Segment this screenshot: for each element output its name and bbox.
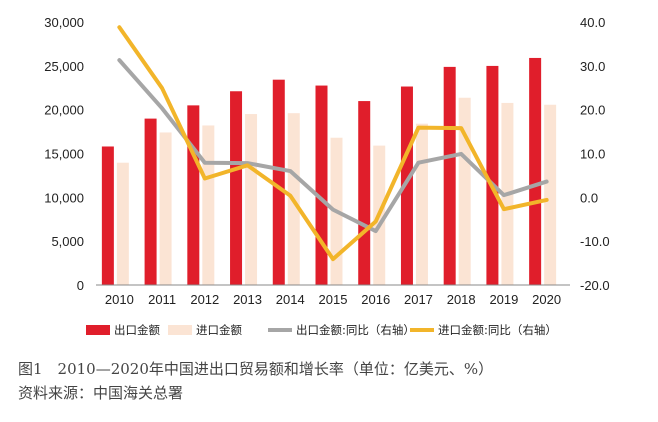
export-bar: [230, 91, 243, 285]
line-series: [117, 25, 549, 262]
x-tick-label: 2020: [532, 292, 561, 307]
left-axis: 0 5,000 10,000 15,000 20,000 25,000 30,000: [44, 15, 84, 293]
x-tick-label: 2019: [489, 292, 518, 307]
import-bar: [245, 114, 258, 285]
trade-chart: 0 5,000 10,000 15,000 20,000 25,000 30,000 -20…: [44, 15, 610, 337]
x-tick-label: 2013: [233, 292, 262, 307]
x-tick-label: 2015: [319, 292, 348, 307]
left-tick-label: 10,000: [44, 190, 84, 205]
right-tick-label: 20.0: [580, 103, 605, 118]
left-tick-label: 0: [77, 278, 84, 293]
right-tick-label: 40.0: [580, 15, 605, 30]
export-bar: [144, 118, 157, 285]
right-tick-label: 30.0: [580, 59, 605, 74]
legend-label: 进口金额: [196, 323, 242, 337]
export-bar: [443, 66, 456, 285]
export-bar: [358, 101, 371, 285]
x-tick-label: 2010: [105, 292, 134, 307]
right-tick-label: 10.0: [580, 147, 605, 162]
x-tick-label: 2017: [404, 292, 433, 307]
import-bar: [458, 97, 471, 285]
x-tick-label: 2012: [190, 292, 219, 307]
left-tick-label: 20,000: [44, 103, 84, 118]
export-bar: [315, 85, 328, 285]
legend-label: 出口金额: [114, 323, 160, 337]
import-bar: [202, 125, 215, 286]
export-bar: [272, 79, 285, 286]
right-tick-label: -20.0: [580, 278, 610, 293]
legend-label: 进口金额:同比（右轴）: [438, 323, 557, 337]
figure-caption: 图1 2010—2020年中国进出口贸易额和增长率（单位：亿美元、%）: [18, 360, 494, 378]
x-axis: 2010 2011 2012 2013 2014 2015 2016 2017 2018 2019…: [105, 292, 561, 307]
x-tick-label: 2011: [148, 292, 176, 307]
left-tick-label: 30,000: [44, 15, 84, 30]
export-bar: [400, 86, 413, 285]
export-bar: [187, 105, 200, 285]
left-tick-label: 15,000: [44, 147, 84, 162]
right-tick-label: -10.0: [580, 234, 610, 249]
x-tick-label: 2018: [447, 292, 476, 307]
right-axis: -20.0 -10.0 0.0 10.0 20.0 30.0 40.0: [580, 15, 610, 293]
left-tick-label: 5,000: [51, 234, 84, 249]
export-bar: [486, 65, 499, 286]
legend-swatch: [86, 325, 110, 335]
legend-swatch: [168, 325, 192, 335]
export-bar: [101, 146, 114, 285]
x-tick-label: 2016: [361, 292, 390, 307]
import-growth-line: [117, 25, 549, 262]
import-bar: [415, 123, 428, 286]
import-bar: [544, 104, 557, 286]
legend: 出口金额 进口金额 出口金额:同比（右轴） 进口金额:同比（右轴）: [86, 323, 557, 337]
x-tick-label: 2014: [276, 292, 305, 307]
import-bar: [159, 132, 172, 285]
right-tick-label: 0.0: [580, 190, 598, 205]
left-tick-label: 25,000: [44, 59, 84, 74]
legend-label: 出口金额:同比（右轴）: [296, 323, 415, 337]
import-bar: [116, 162, 129, 285]
data-source: 资料来源：中国海关总署: [18, 384, 184, 402]
export-bar: [529, 57, 542, 286]
